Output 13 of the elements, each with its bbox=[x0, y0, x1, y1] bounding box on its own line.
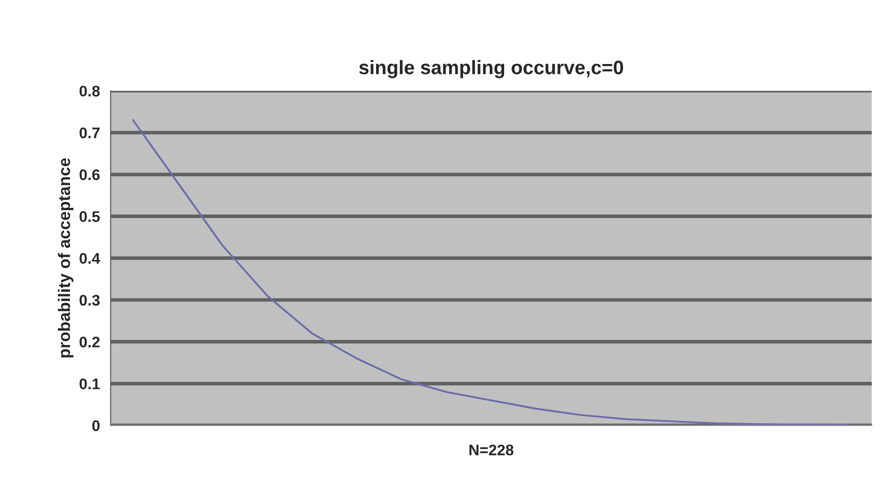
y-tick-label: 0.8 bbox=[80, 86, 100, 97]
y-tick-label: 0.5 bbox=[80, 211, 100, 222]
y-axis-title: probability of acceptance bbox=[58, 158, 74, 358]
y-tick-label: 0 bbox=[92, 420, 100, 432]
y-tick-label: 0.1 bbox=[80, 378, 100, 390]
chart-title: single sampling occurve,c=0 bbox=[359, 60, 624, 78]
line-series bbox=[132, 119, 850, 426]
x-axis-title: N=228 bbox=[469, 444, 514, 456]
y-tick-label: 0.6 bbox=[80, 169, 100, 180]
y-tick-label: 0.7 bbox=[80, 128, 100, 138]
y-tick-label: 0.2 bbox=[80, 336, 100, 348]
y-tick-label: 0.3 bbox=[80, 294, 100, 306]
y-tick-label: 0.4 bbox=[80, 252, 100, 264]
